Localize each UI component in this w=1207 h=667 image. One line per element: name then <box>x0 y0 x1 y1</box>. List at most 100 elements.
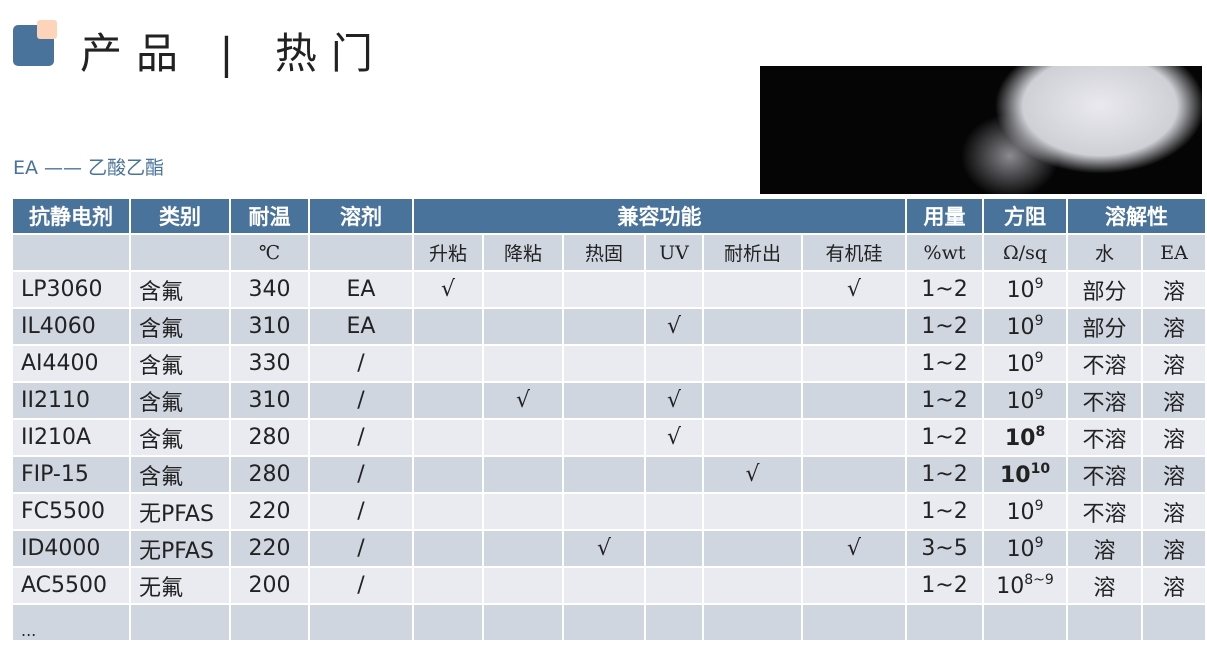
resistance-exponent: 9 <box>1034 498 1044 514</box>
product-table: 抗静电剂 类别 耐温 溶剂 兼容功能 用量 方阻 溶解性 ℃ 升粘 降粘 热固 UV 耐析… <box>11 197 1207 642</box>
compat-silicone <box>800 492 908 531</box>
compat-thermoset <box>562 344 646 383</box>
empty-cell <box>982 603 1069 642</box>
ea-solubility: 溶 <box>1141 307 1207 346</box>
compat-thicken <box>412 381 484 420</box>
ea-solubility: 溶 <box>1141 418 1207 457</box>
product-name: ID4000 <box>11 529 131 568</box>
empty-cell <box>800 603 908 642</box>
product-type: 无PFAS <box>129 529 231 568</box>
resistance-exponent: 9 <box>1034 313 1044 329</box>
water-solubility: 溶 <box>1066 529 1144 568</box>
compat-thin <box>482 418 564 457</box>
dose: 1~2 <box>905 381 985 420</box>
table-row: ID4000 无PFAS 220/√ √ 3~5 109 溶溶 <box>11 529 1207 568</box>
dose: 1~2 <box>905 270 985 309</box>
subheader-temp-unit: ℃ <box>229 233 310 272</box>
compat-silicone <box>800 381 908 420</box>
subheader-dose-unit: %wt <box>905 233 985 272</box>
water-solubility: 不溶 <box>1066 455 1144 494</box>
resistance-base: 10 <box>999 463 1031 488</box>
compat-thin: √ <box>482 381 564 420</box>
resistance: 109 <box>982 529 1069 568</box>
product-name: AI4400 <box>11 344 131 383</box>
temperature: 200 <box>229 566 310 605</box>
product-type: 无PFAS <box>129 492 231 531</box>
resistance: 109 <box>982 381 1069 420</box>
water-solubility: 部分 <box>1066 270 1144 309</box>
resistance: 108~9 <box>982 566 1069 605</box>
solvent: / <box>308 418 414 457</box>
compat-thicken <box>412 344 484 383</box>
compat-uv: √ <box>644 307 704 346</box>
table-row: IL4060 含氟 310 EA √ 1~2 109 部分溶 <box>11 307 1207 346</box>
compat-uv <box>644 529 704 568</box>
compat-thermoset: √ <box>562 529 646 568</box>
compat-thicken <box>412 492 484 531</box>
product-name: II2110 <box>11 381 131 420</box>
ea-solubility: 溶 <box>1141 492 1207 531</box>
product-name: FC5500 <box>11 492 131 531</box>
compat-thin <box>482 492 564 531</box>
dose: 1~2 <box>905 418 985 457</box>
product-name: LP3060 <box>11 270 131 309</box>
product-type: 无氟 <box>129 566 231 605</box>
resistance-base: 10 <box>1004 426 1036 451</box>
subtitle: EA —— 乙酸乙酯 <box>13 157 165 179</box>
dose: 1~2 <box>905 307 985 346</box>
product-type: 含氟 <box>129 381 231 420</box>
dose: 3~5 <box>905 529 985 568</box>
water-solubility: 溶 <box>1066 566 1144 605</box>
compat-thicken <box>412 418 484 457</box>
resistance-exponent: 9 <box>1034 387 1044 403</box>
resistance: 109 <box>982 307 1069 346</box>
compat-silicone: √ <box>800 529 908 568</box>
compat-anti-migration <box>702 492 803 531</box>
compat-thicken <box>412 307 484 346</box>
compat-silicone: √ <box>800 270 908 309</box>
compat-uv <box>644 344 704 383</box>
temperature: 280 <box>229 418 310 457</box>
water-solubility: 部分 <box>1066 307 1144 346</box>
empty-cell <box>229 603 310 642</box>
logo-square-icon <box>13 20 57 66</box>
product-type: 含氟 <box>129 307 231 346</box>
product-type: 含氟 <box>129 344 231 383</box>
compat-anti-migration <box>702 270 803 309</box>
compat-thin <box>482 270 564 309</box>
col-header-compat: 兼容功能 <box>411 197 908 235</box>
resistance: 109 <box>982 344 1069 383</box>
temperature: 340 <box>229 270 310 309</box>
resistance-base: 10 <box>1006 315 1035 340</box>
compat-thicken <box>412 566 484 605</box>
col-header-solubility: 溶解性 <box>1066 197 1207 235</box>
compat-silicone <box>800 566 908 605</box>
compat-thin <box>482 307 564 346</box>
col-header-type: 类别 <box>129 197 231 235</box>
compat-anti-migration: √ <box>702 455 803 494</box>
compat-uv <box>644 566 704 605</box>
product-name: AC5500 <box>11 566 131 605</box>
subheader-silicone: 有机硅 <box>800 233 908 272</box>
resistance-exponent: 9 <box>1034 350 1044 366</box>
empty-cell <box>702 603 803 642</box>
resistance-base: 10 <box>1006 500 1035 525</box>
compat-thermoset <box>562 270 646 309</box>
resistance-base: 10 <box>1006 389 1035 414</box>
ea-solubility: 溶 <box>1141 455 1207 494</box>
temperature: 220 <box>229 492 310 531</box>
col-header-temp: 耐温 <box>229 197 310 235</box>
temperature: 220 <box>229 529 310 568</box>
compat-anti-migration <box>702 566 803 605</box>
compat-thin <box>482 455 564 494</box>
resistance: 109 <box>982 492 1069 531</box>
product-name: FIP-15 <box>11 455 131 494</box>
solvent: EA <box>308 270 414 309</box>
page-title: 产品 | 热门 <box>80 29 387 78</box>
solvent: / <box>308 455 414 494</box>
subheader-solvent <box>308 233 414 272</box>
subheader-thermoset: 热固 <box>562 233 646 272</box>
table-row: FC5500 无PFAS 220/1~2 109 不溶溶 <box>11 492 1207 531</box>
dose: 1~2 <box>905 344 985 383</box>
empty-cell <box>562 603 646 642</box>
